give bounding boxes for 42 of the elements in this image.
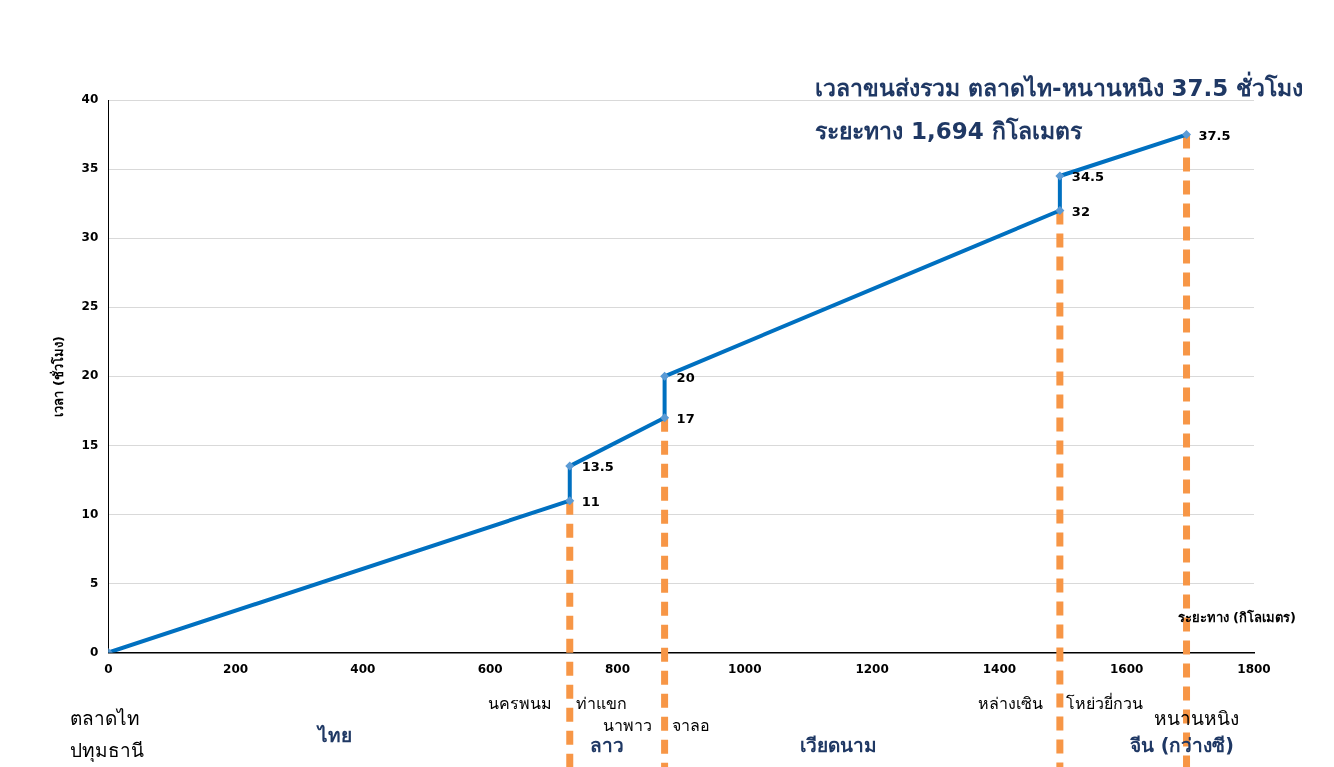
- data-label: 37.5: [1198, 127, 1231, 143]
- chart-title: เวลาขนส่งรวม ตลาดไท-หนานหนิง 37.5 ชั่วโมง: [815, 70, 1304, 101]
- text: นครพนม: [488, 694, 552, 714]
- text: ลาว: [590, 733, 624, 756]
- data-label: 17: [676, 411, 695, 427]
- text: เวียดนาม: [799, 733, 877, 756]
- text: ท่าแขก: [576, 694, 627, 714]
- x-tick-label: 600: [477, 661, 503, 676]
- y-tick-label: 0: [89, 644, 99, 659]
- y-axis-title: เวลา (ชั่วโมง): [49, 336, 67, 417]
- x-tick-label: 1200: [855, 661, 889, 676]
- text: นาพาว: [603, 716, 652, 736]
- x-tick-label: 1600: [1110, 661, 1144, 676]
- y-tick-label: 20: [81, 368, 99, 383]
- y-tick-label: 25: [81, 299, 99, 314]
- y-tick-label: 30: [81, 230, 99, 245]
- data-label: 11: [581, 494, 600, 510]
- data-label: 20: [676, 369, 695, 385]
- x-tick-label: 1000: [728, 661, 762, 676]
- text: ไทย: [316, 723, 352, 746]
- data-label: 32: [1071, 203, 1090, 219]
- x-tick-label: 0: [104, 661, 113, 676]
- x-axis-title: ระยะทาง (กิโลเมตร): [1177, 608, 1296, 625]
- x-tick-label: 1400: [982, 661, 1017, 676]
- text: จีน (กว่างซี): [1130, 733, 1234, 756]
- text: จาลอ: [672, 716, 710, 736]
- text: ตลาดไท: [70, 706, 140, 729]
- text: หล่างเซิน: [978, 694, 1043, 714]
- text: โหย่วยี่กวน: [1066, 692, 1143, 714]
- y-tick-label: 5: [89, 575, 99, 590]
- x-tick-label: 800: [604, 661, 631, 676]
- data-label: 34.5: [1071, 169, 1104, 185]
- data-label: 13.5: [581, 459, 614, 475]
- y-tick-label: 40: [81, 92, 99, 107]
- x-tick-label: 400: [350, 661, 376, 676]
- x-tick-label: 1800: [1237, 661, 1271, 676]
- y-tick-label: 35: [81, 161, 99, 176]
- y-tick-label: 15: [81, 437, 99, 452]
- text: ปทุมธานี: [70, 738, 144, 763]
- y-tick-label: 10: [81, 506, 99, 521]
- x-tick-label: 200: [223, 661, 249, 676]
- text: ระยะทาง 1,694 กิโลเมตร: [815, 116, 1083, 144]
